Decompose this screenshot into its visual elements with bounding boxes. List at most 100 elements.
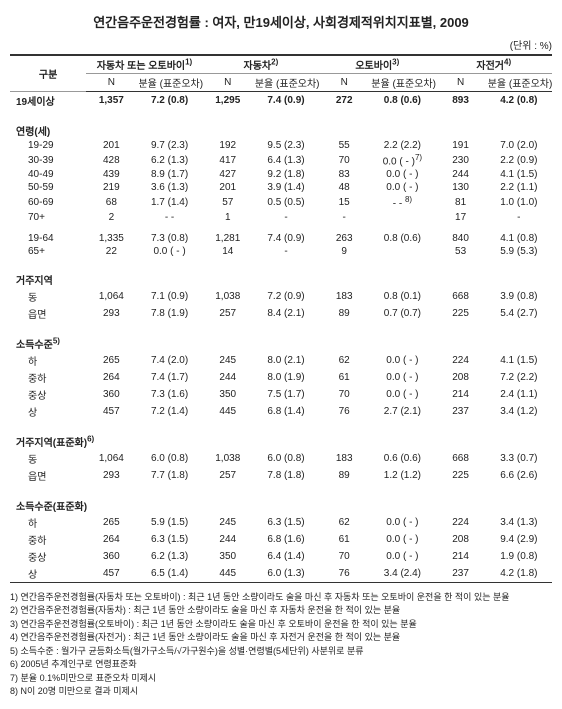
footnote-line: 5) 소득수준 : 월가구 균등화소득(월가구소득/√가구원수)을 성별·연령별… <box>10 645 552 659</box>
table-row: 30-394286.2 (1.3)4176.4 (1.3)700.0 ( - )… <box>10 152 552 168</box>
cell-value: 0.0 ( - )7) <box>369 152 435 168</box>
table-row: 중상3607.3 (1.6)3507.5 (1.7)700.0 ( - )214… <box>10 386 552 403</box>
cell-value: - <box>486 211 552 224</box>
sub-v: 분율 (표준오차) <box>369 74 435 92</box>
table-row: 상4577.2 (1.4)4456.8 (1.4)762.7 (2.1)2373… <box>10 403 552 420</box>
cell-n: 350 <box>203 386 253 403</box>
footnote-line: 8) N이 20명 미만으로 결과 미제시 <box>10 685 552 699</box>
cell-value: 4.1 (1.5) <box>486 352 552 369</box>
cell-n: 439 <box>86 168 136 181</box>
cell-n: 265 <box>86 352 136 369</box>
table-row: 하2655.9 (1.5)2456.3 (1.5)620.0 ( - )2243… <box>10 514 552 531</box>
cell-n: 264 <box>86 531 136 548</box>
cell-value: 0.8 (0.1) <box>369 288 435 305</box>
row-label: 중하 <box>10 369 86 386</box>
cell-value: 1.2 (1.2) <box>369 467 435 484</box>
cell-n: 1,357 <box>86 92 136 110</box>
table-row: 소득수준(표준화) <box>10 492 552 514</box>
cell-n: 244 <box>203 369 253 386</box>
cell-n: 230 <box>436 152 486 168</box>
cell-value: 0.8 (0.6) <box>369 232 435 245</box>
cell-n: 61 <box>319 369 369 386</box>
data-table: 구분 자동차 또는 오토바이1) 자동차2) 오토바이3) 자전거4) N 분율… <box>10 54 552 583</box>
row-label: 상 <box>10 565 86 583</box>
cell-value: 7.4 (2.0) <box>136 352 202 369</box>
cell-value: 6.2 (1.3) <box>136 152 202 168</box>
cell-n: 48 <box>319 181 369 194</box>
table-row: 40-494398.9 (1.7)4279.2 (1.8)830.0 ( - )… <box>10 168 552 181</box>
cell-n: 70 <box>319 152 369 168</box>
sub-v: 분율 (표준오차) <box>486 74 552 92</box>
cell-value: 0.6 (0.6) <box>369 450 435 467</box>
footnote-line: 6) 2005년 추계인구로 연령표준화 <box>10 658 552 672</box>
cell-value: 3.4 (2.4) <box>369 565 435 583</box>
cell-value: 7.2 (0.9) <box>253 288 319 305</box>
table-row: 동1,0646.0 (0.8)1,0386.0 (0.8)1830.6 (0.6… <box>10 450 552 467</box>
cell-n: 76 <box>319 565 369 583</box>
cell-value: 2.4 (1.1) <box>486 386 552 403</box>
cell-n: 257 <box>203 305 253 322</box>
cell-value: 0.0 ( - ) <box>369 168 435 181</box>
sub-v: 분율 (표준오차) <box>253 74 319 92</box>
cell-value: 7.3 (0.8) <box>136 232 202 245</box>
sub-n: N <box>86 74 136 92</box>
footnotes: 1) 연간음주운전경험률(자동차 또는 오토바이) : 최근 1년 동안 소량이… <box>10 591 552 699</box>
table-row: 70+2- -1--17- <box>10 211 552 224</box>
cell-n: 70 <box>319 548 369 565</box>
cell-value: 6.0 (1.3) <box>253 565 319 583</box>
cell-value: 9.5 (2.3) <box>253 139 319 152</box>
cell-n: 257 <box>203 467 253 484</box>
cell-n: 445 <box>203 565 253 583</box>
cell-n: 53 <box>436 245 486 258</box>
cell-value: - <box>253 211 319 224</box>
cell-n: 840 <box>436 232 486 245</box>
cell-value <box>369 211 435 224</box>
unit-label: (단위 : %) <box>10 37 552 52</box>
cell-n: 893 <box>436 92 486 110</box>
table-row: 거주지역 <box>10 266 552 288</box>
cell-n: 350 <box>203 548 253 565</box>
cell-value: 6.5 (1.4) <box>136 565 202 583</box>
cell-n: 225 <box>436 467 486 484</box>
cell-value: 3.3 (0.7) <box>486 450 552 467</box>
cell-n: 668 <box>436 288 486 305</box>
cell-value: 6.0 (0.8) <box>253 450 319 467</box>
cell-value: 0.0 ( - ) <box>369 369 435 386</box>
cell-value: 8.9 (1.7) <box>136 168 202 181</box>
header-row-1: 구분 자동차 또는 오토바이1) 자동차2) 오토바이3) 자전거4) <box>10 55 552 74</box>
cell-value: 6.4 (1.4) <box>253 548 319 565</box>
table-row: 상4576.5 (1.4)4456.0 (1.3)763.4 (2.4)2374… <box>10 565 552 583</box>
table-row: 거주지역(표준화)6) <box>10 428 552 450</box>
table-row: 읍면2937.7 (1.8)2577.8 (1.8)891.2 (1.2)225… <box>10 467 552 484</box>
table-row <box>10 109 552 117</box>
header-group-3: 자전거4) <box>436 55 552 74</box>
cell-n: 55 <box>319 139 369 152</box>
footnote-line: 2) 연간음주운전경험률(자동차) : 최근 1년 동안 소량이라도 술을 마신… <box>10 604 552 618</box>
table-row <box>10 322 552 330</box>
footnote-line: 3) 연간음주운전경험률(오토바이) : 최근 1년 동안 소량이라도 술을 마… <box>10 618 552 632</box>
cell-n: 89 <box>319 305 369 322</box>
footnote-line: 4) 연간음주운전경험률(자전거) : 최근 1년 동안 소량이라도 술을 마신… <box>10 631 552 645</box>
cell-n: 89 <box>319 467 369 484</box>
cell-n: 22 <box>86 245 136 258</box>
cell-value: 7.5 (1.7) <box>253 386 319 403</box>
cell-value: 6.0 (0.8) <box>136 450 202 467</box>
cell-value: 7.2 (0.8) <box>136 92 202 110</box>
cell-value: - <box>253 245 319 258</box>
cell-n: 224 <box>436 352 486 369</box>
cell-value: 7.1 (0.9) <box>136 288 202 305</box>
table-row: 연령(세) <box>10 117 552 139</box>
table-row <box>10 258 552 266</box>
table-row: 19-641,3357.3 (0.8)1,2817.4 (0.9)2630.8 … <box>10 232 552 245</box>
cell-value: 0.0 ( - ) <box>369 386 435 403</box>
cell-n: 445 <box>203 403 253 420</box>
header-row-2: N 분율 (표준오차) N 분율 (표준오차) N 분율 (표준오차) N 분율… <box>10 74 552 92</box>
cell-n: 214 <box>436 386 486 403</box>
row-label: 하 <box>10 352 86 369</box>
table-row: 읍면2937.8 (1.9)2578.4 (2.1)890.7 (0.7)225… <box>10 305 552 322</box>
row-label: 30-39 <box>10 152 86 168</box>
section-label: 소득수준5) <box>10 330 552 352</box>
cell-value: 0.7 (0.7) <box>369 305 435 322</box>
cell-n: 244 <box>203 531 253 548</box>
cell-n: 201 <box>86 139 136 152</box>
